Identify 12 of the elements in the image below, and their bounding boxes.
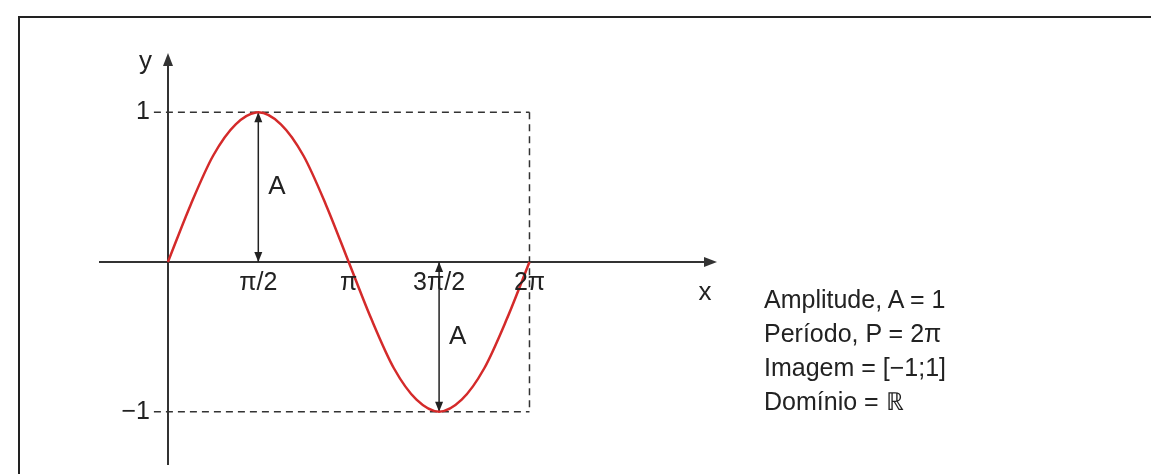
annotation: A (449, 319, 468, 350)
y-tick-label: 1 (136, 96, 150, 125)
text: Imagem = [−1;1] (764, 352, 947, 383)
text: Período, P = 2π (764, 318, 943, 349)
y-tick-label: −1 (121, 395, 150, 424)
x-axis-title: x (698, 276, 712, 307)
x-tick-label: π (340, 266, 358, 295)
annotation: A (268, 170, 287, 201)
x-tick-label: π/2 (239, 266, 278, 295)
text: Amplitude, A = 1 (764, 284, 947, 315)
text: Domínio = ℝ (764, 386, 905, 417)
y-axis-title: y (138, 45, 152, 76)
